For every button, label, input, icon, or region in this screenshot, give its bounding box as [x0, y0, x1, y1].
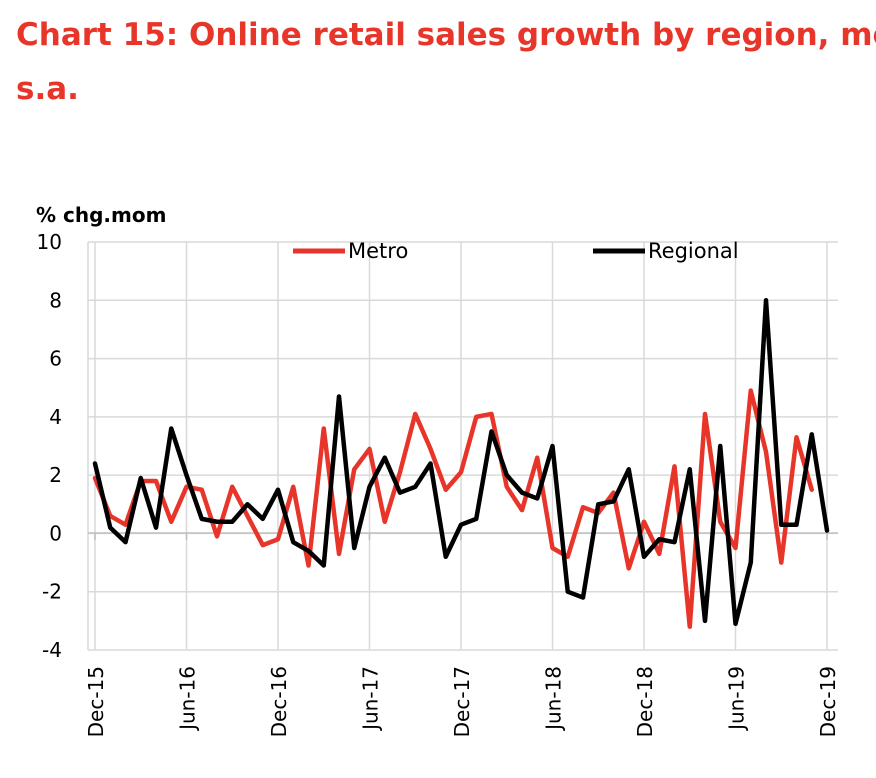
y-tick-label: 10: [37, 230, 62, 254]
y-tick-label: -2: [42, 580, 62, 604]
legend-label-metro: Metro: [348, 239, 408, 263]
x-tick-label: Dec-17: [450, 666, 474, 737]
x-tick-label: Dec-16: [267, 666, 291, 737]
y-tick-label: 2: [49, 463, 62, 487]
y-tick-label: 8: [49, 288, 62, 312]
series-line-metro: [92, 388, 814, 629]
legend-label-regional: Regional: [648, 239, 739, 263]
x-tick-label: Jun-18: [542, 666, 566, 732]
chart-title-line-2: s.a.: [16, 71, 79, 107]
x-tick-label: Dec-15: [84, 666, 108, 737]
y-tick-label: 0: [49, 521, 62, 545]
legend: Metro Regional: [293, 239, 739, 263]
x-axis-ticks: Dec-15 Jun-16 Dec-16 Jun-17 Dec-17 Jun-18 Dec-…: [84, 533, 840, 737]
chart-title: Chart 15: Online retail sales growth by …: [16, 8, 876, 108]
gridlines: [87, 241, 838, 651]
y-axis-unit-label: % chg.mom: [36, 203, 166, 227]
y-tick-label: 4: [49, 405, 62, 429]
x-tick-label: Jun-19: [725, 666, 749, 732]
y-tick-label: 6: [49, 347, 62, 371]
chart-title-line-1: Chart 15: Online retail sales growth by …: [16, 17, 876, 53]
x-tick-label: Jun-16: [176, 666, 200, 732]
y-tick-label: -4: [42, 638, 62, 662]
series-line-regional: [92, 298, 830, 627]
x-tick-label: Jun-17: [359, 666, 383, 732]
series-lines: [92, 298, 830, 629]
x-tick-label: Dec-19: [816, 666, 840, 737]
x-tick-label: Dec-18: [633, 666, 657, 737]
y-axis-ticks: 10 8 6 4 2 0 -2 -4: [37, 230, 62, 662]
